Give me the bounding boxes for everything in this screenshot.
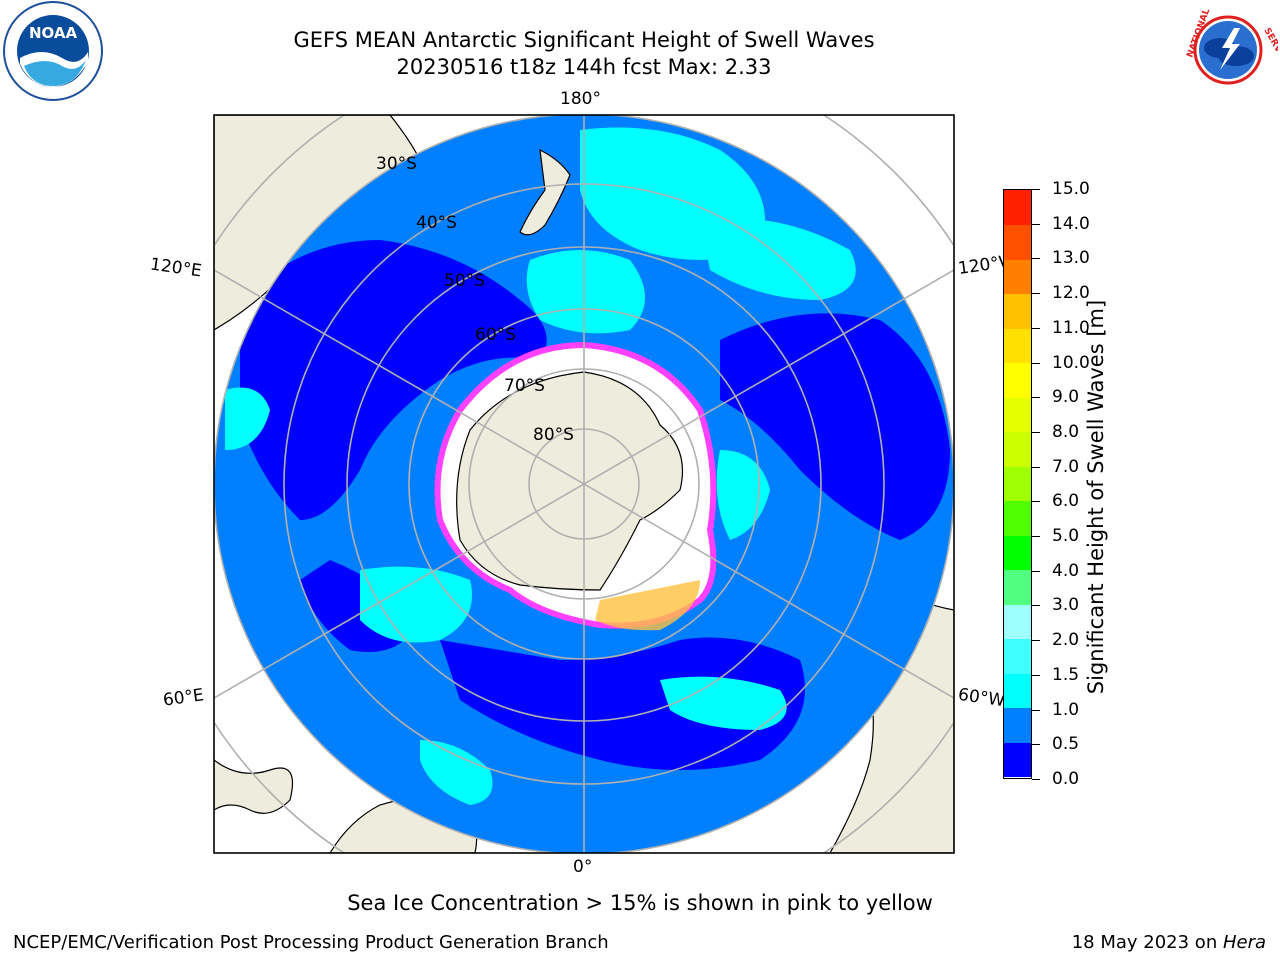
colorbar-tick xyxy=(1032,466,1040,468)
colorbar-tick-label: 10.0 xyxy=(1052,352,1090,373)
noaa-logo: NOAA xyxy=(2,0,104,106)
sea-ice-note: Sea Ice Concentration > 15% is shown in … xyxy=(347,891,933,915)
colorbar-tick-label: 0.0 xyxy=(1052,769,1080,789)
colorbar-tick xyxy=(1032,397,1040,399)
colorbar-tick xyxy=(1032,501,1040,503)
colorbar-tick-label: 1.5 xyxy=(1052,664,1080,685)
colorbar-tick xyxy=(1032,431,1040,433)
colorbar-tick xyxy=(1032,570,1040,572)
colorbar-segment xyxy=(1004,500,1031,536)
colorbar-tick-label: 0.5 xyxy=(1052,734,1080,755)
latitude-labels: 30°S 40°S 50°S 60°S 70°S 80°S xyxy=(376,154,574,445)
lat-label-70s: 70°S xyxy=(504,376,545,396)
date-stamp: 18 May 2023 on Hera xyxy=(1072,932,1266,953)
colorbar-tick xyxy=(1032,362,1040,364)
colorbar-segment xyxy=(1004,259,1031,295)
colorbar-tick-label: 14.0 xyxy=(1052,213,1090,234)
lat-label-60s: 60°S xyxy=(475,325,516,345)
colorbar-segment xyxy=(1004,535,1031,571)
colorbar xyxy=(1003,189,1032,779)
lat-label-50s: 50°S xyxy=(444,271,485,291)
colorbar-tick-label: 7.0 xyxy=(1052,456,1080,477)
colorbar-segment xyxy=(1004,742,1031,778)
colorbar-tick xyxy=(1032,640,1040,642)
lat-label-30s: 30°S xyxy=(376,154,417,174)
colorbar-segment xyxy=(1004,397,1031,433)
colorbar-segment xyxy=(1004,673,1031,709)
chart-subtitle: 20230516 t18z 144h fcst Max: 2.33 xyxy=(396,55,772,79)
colorbar-tick-label: 1.0 xyxy=(1052,699,1080,720)
colorbar-segment xyxy=(1004,466,1031,502)
colorbar-tick xyxy=(1032,674,1040,676)
colorbar-tick xyxy=(1032,779,1040,780)
colorbar-tick xyxy=(1032,709,1040,711)
graticule xyxy=(214,115,954,853)
colorbar-tick-label: 3.0 xyxy=(1052,595,1080,616)
colorbar-tick xyxy=(1032,327,1040,329)
colorbar-tick-label: 12.0 xyxy=(1052,283,1090,304)
colorbar-title: Significant Height of Swell Waves [m] xyxy=(1084,299,1108,695)
colorbar-tick-label: 8.0 xyxy=(1052,421,1080,442)
colorbar-segment xyxy=(1004,431,1031,467)
lat-label-80s: 80°S xyxy=(533,425,574,445)
lon-label-180: 180° xyxy=(560,89,601,109)
colorbar-tick xyxy=(1032,536,1040,538)
colorbar-tick xyxy=(1032,293,1040,295)
colorbar-tick xyxy=(1032,605,1040,607)
colorbar-segment xyxy=(1004,604,1031,640)
machine-name: Hera xyxy=(1222,932,1266,953)
colorbar-tick-label: 4.0 xyxy=(1052,560,1080,581)
colorbar-segment xyxy=(1004,293,1031,329)
colorbar-tick-label: 15.0 xyxy=(1052,179,1090,199)
map-frame xyxy=(213,114,955,854)
colorbar-tick xyxy=(1032,744,1040,746)
colorbar-tick xyxy=(1032,223,1040,225)
lon-label-0: 0° xyxy=(573,857,593,877)
colorbar-segment xyxy=(1004,224,1031,260)
lat-label-40s: 40°S xyxy=(416,213,457,233)
noaa-logo-text: NOAA xyxy=(29,24,78,42)
credit-text: NCEP/EMC/Verification Post Processing Pr… xyxy=(13,932,609,953)
colorbar-tick-label: 6.0 xyxy=(1052,491,1080,512)
swell-band-1.0-1.5 xyxy=(225,127,856,805)
colorbar-segment xyxy=(1004,190,1031,226)
colorbar-tick xyxy=(1032,258,1040,260)
nws-logo: NATIONAL SERVICE xyxy=(1178,0,1280,104)
colorbar-segment xyxy=(1004,707,1031,743)
colorbar-tick xyxy=(1032,189,1040,190)
colorbar-tick-label: 9.0 xyxy=(1052,387,1080,408)
colorbar-segment xyxy=(1004,328,1031,364)
colorbar-segment xyxy=(1004,362,1031,398)
swell-band-0-0.5 xyxy=(240,240,950,770)
colorbar-tick-label: 11.0 xyxy=(1052,317,1090,338)
colorbar-segment xyxy=(1004,638,1031,674)
colorbar-segment xyxy=(1004,569,1031,605)
colorbar-tick-label: 5.0 xyxy=(1052,526,1080,547)
date-text: 18 May 2023 on xyxy=(1071,932,1223,953)
colorbar-tick-label: 13.0 xyxy=(1052,248,1090,269)
colorbar-tick-label: 2.0 xyxy=(1052,630,1080,651)
chart-title: GEFS MEAN Antarctic Significant Height o… xyxy=(293,28,875,52)
